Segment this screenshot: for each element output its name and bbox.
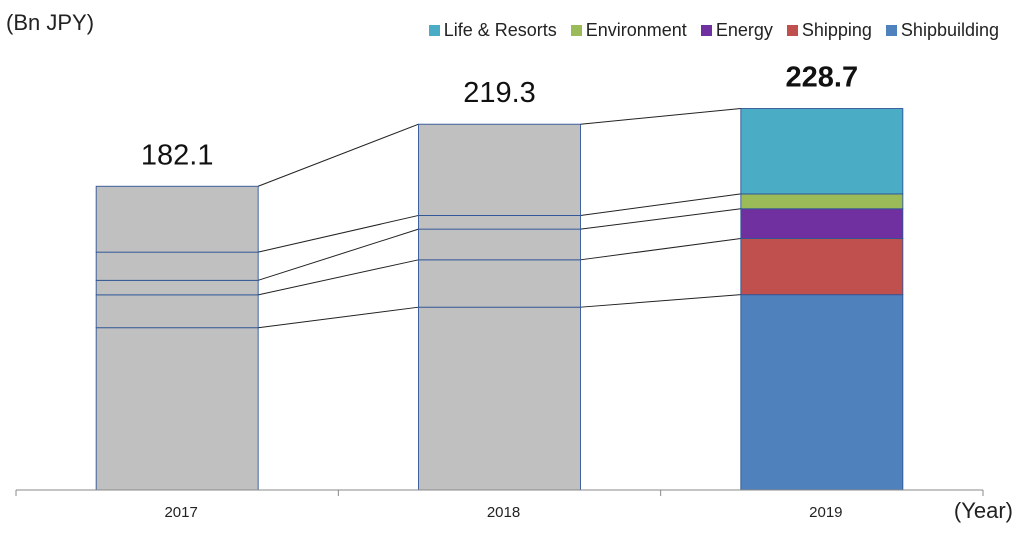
legend-label-environment: Environment (585, 20, 687, 40)
legend-swatch-shipbuilding (885, 25, 897, 36)
legend-label-shipbuilding: Shipbuilding (900, 20, 999, 40)
bar-segment-2018-shipbuilding (418, 306, 581, 491)
connector-line-2018-1 (580, 294, 741, 308)
connector-line-2017-3 (258, 228, 419, 281)
total-label-2018: 219.3 (463, 77, 536, 109)
connector-line-2018-4 (580, 193, 741, 216)
connector-line-2017-1 (258, 306, 419, 329)
bar-segment-2019-environment (740, 193, 904, 210)
bar-segment-2017-shipping (95, 294, 259, 329)
x-tick-label-2019: 2019 (809, 504, 842, 521)
legend-label-shipping: Shipping (801, 20, 872, 40)
legend-item-shipping: Shipping (786, 20, 872, 41)
x-axis-unit-label: (Year) (953, 498, 1013, 523)
legend-item-shipbuilding: Shipbuilding (885, 20, 999, 41)
bar-segment-2018-environment (418, 214, 581, 230)
legend-item-energy: Energy (700, 20, 773, 41)
bar-segment-2018-energy (418, 228, 581, 261)
legend-item-life-resorts: Life & Resorts (428, 20, 557, 41)
legend-swatch-shipping (786, 25, 798, 36)
x-axis: 2017 2018 2019 (15, 489, 984, 521)
connector-line-2017-5 (257, 123, 419, 187)
legend-item-environment: Environment (570, 20, 687, 41)
unit-label: (Bn JPY) (6, 10, 95, 35)
bar-segment-2017-shipbuilding (95, 327, 259, 491)
legend-swatch-life-resorts (428, 25, 440, 36)
bar-segment-2018-shipping (418, 259, 581, 308)
x-tick-label-2018: 2018 (487, 504, 520, 521)
bars (95, 108, 904, 491)
bar-segment-2018-life-resorts (418, 123, 581, 216)
bar-segment-2019-energy (740, 208, 904, 239)
bar-segment-2019-shipbuilding (740, 294, 904, 491)
bar-segment-2019-life-resorts (740, 108, 904, 195)
bar-segment-2017-life-resorts (95, 185, 259, 253)
legend-swatch-energy (700, 25, 712, 36)
connector-line-2018-2 (580, 237, 741, 261)
legend: Life & Resorts Environment Energy Shippi… (428, 20, 999, 41)
bar-segment-2019-shipping (740, 238, 904, 296)
x-tick-label-2017: 2017 (164, 504, 197, 521)
legend-label-life-resorts: Life & Resorts (443, 20, 557, 40)
connector-line-2018-5 (580, 108, 741, 125)
bar-segment-2017-energy (95, 279, 259, 296)
value-labels: 182.1 219.3 228.7 (141, 62, 858, 172)
total-label-2019: 228.7 (786, 62, 859, 94)
legend-label-energy: Energy (715, 20, 773, 40)
connector-line-2017-2 (258, 259, 419, 296)
connector-lines (257, 108, 741, 329)
bar-segment-2017-environment (95, 251, 259, 281)
connector-line-2017-4 (258, 214, 419, 253)
connector-line-2018-3 (580, 208, 741, 230)
legend-swatch-environment (570, 25, 582, 36)
total-label-2017: 182.1 (141, 139, 214, 171)
